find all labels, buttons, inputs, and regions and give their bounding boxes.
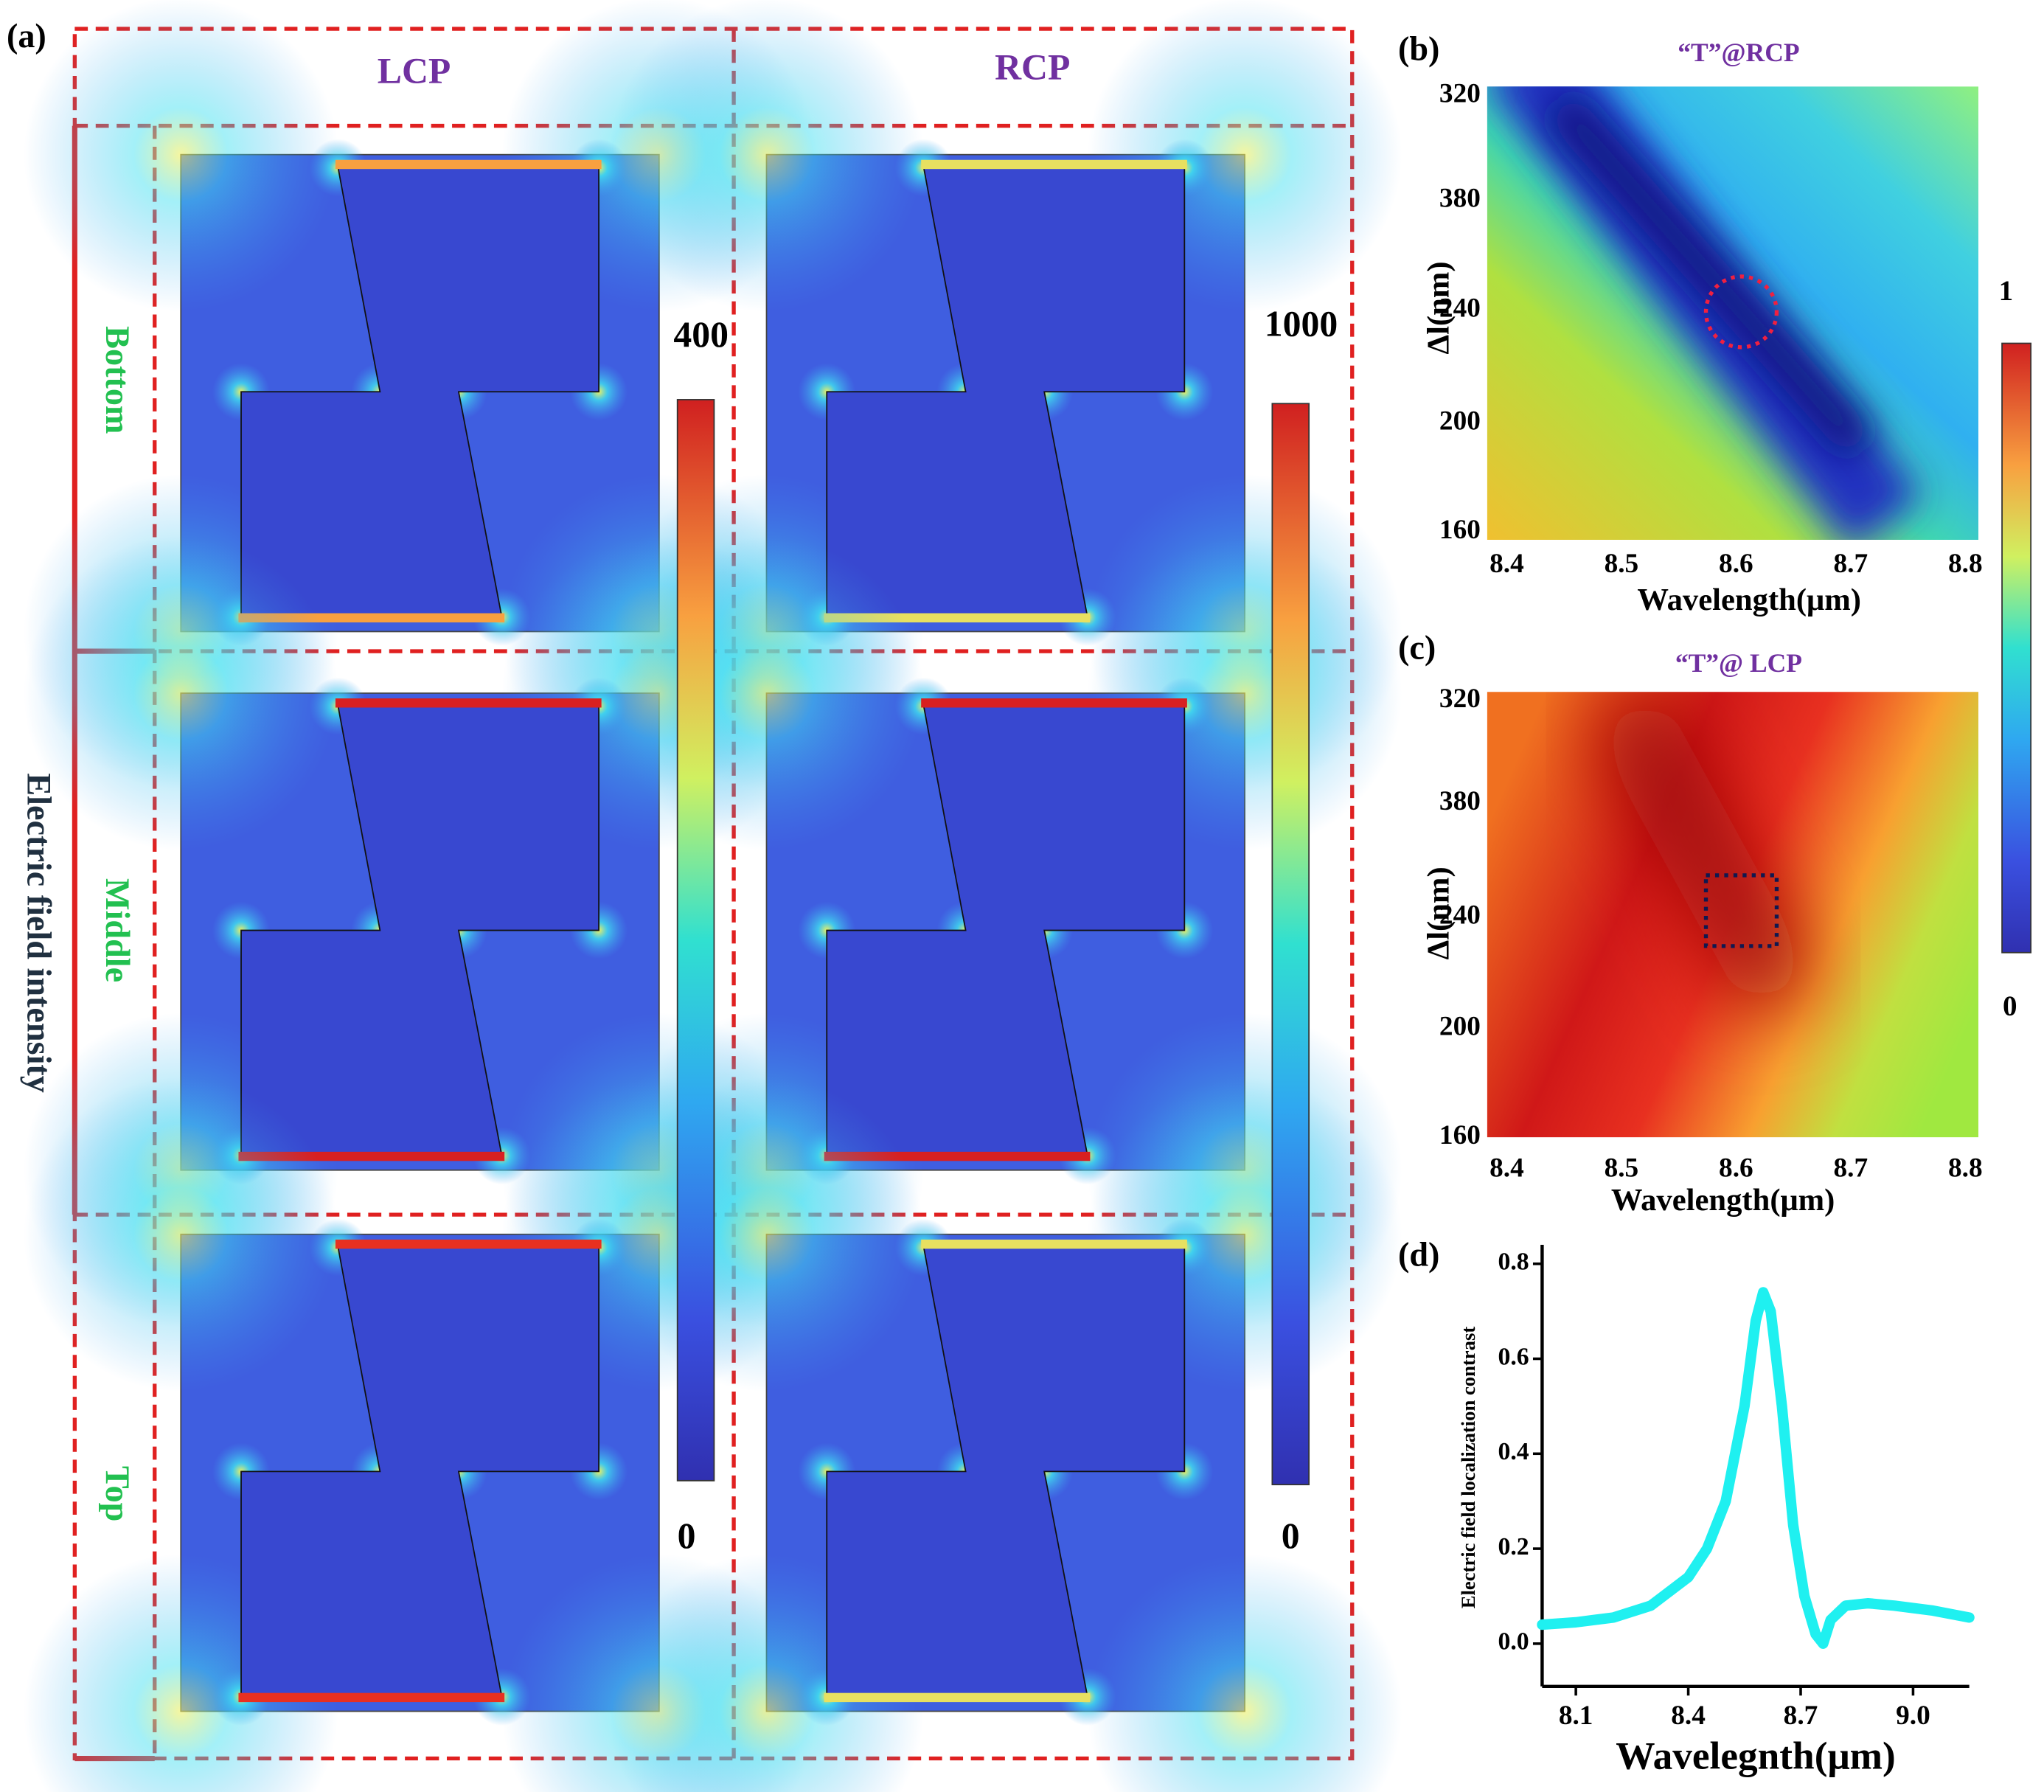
x-tick-label: 8.4 (1671, 1701, 1706, 1731)
hot-edge (238, 1692, 505, 1703)
map-halo (609, 1077, 924, 1392)
colorbar (1271, 403, 1310, 1486)
panel-label: (c) (1398, 629, 1436, 667)
hot-edge (335, 1239, 602, 1249)
x-tick-label: 8.1 (1559, 1701, 1593, 1731)
x-tick-label: 8.4 (1489, 1153, 1524, 1183)
hot-edge (335, 698, 602, 708)
y-tick-label: 0.6 (1498, 1343, 1529, 1370)
x-tick-label: 8.7 (1784, 1701, 1818, 1731)
colorbar-min: 0 (1282, 1515, 1300, 1556)
colorbar (2001, 342, 2032, 954)
hot-edge (335, 159, 602, 170)
marker-circle (1703, 274, 1779, 350)
x-tick-label: 8.4 (1489, 549, 1524, 579)
map-halo (609, 0, 924, 312)
y-tick-label: 320 (1439, 78, 1481, 108)
map-halo (24, 0, 338, 312)
x-axis-label: Wavelength(μm) (1611, 1183, 1835, 1218)
y-tick-label: 0.2 (1498, 1533, 1529, 1560)
x-tick-label: 8.7 (1834, 549, 1869, 579)
field-maps (24, 0, 1402, 1792)
colorbar-min: 0 (678, 1515, 696, 1556)
axes-d (1540, 1244, 1970, 1689)
x-tick-label: 9.0 (1896, 1701, 1930, 1731)
y-tick-label: 320 (1439, 684, 1481, 714)
x-tick-label: 8.8 (1948, 1153, 1983, 1183)
x-tick-label: 8.7 (1834, 1153, 1869, 1183)
x-tick-label: 8.8 (1948, 549, 1983, 579)
map-halo (24, 535, 338, 851)
y-axis-label: Δl(nm) (1421, 867, 1456, 959)
x-tick-label: 8.5 (1605, 1153, 1639, 1183)
panel-label: (b) (1398, 30, 1439, 68)
colorbar-max: 400 (673, 314, 729, 355)
row-label: Bottom (99, 326, 136, 434)
row-label: Top (99, 1466, 136, 1521)
y-tick-label: 200 (1439, 406, 1481, 436)
map-halo (609, 535, 924, 851)
colorbar-min: 0 (2003, 990, 2017, 1022)
hot-edge (824, 1692, 1091, 1703)
heatmap-b (1487, 86, 1979, 541)
column-label: LCP (378, 51, 451, 91)
side-label: Electric field intensity (20, 773, 58, 1093)
y-tick-label: 200 (1439, 1011, 1481, 1041)
map-halo (1087, 1554, 1402, 1792)
heatmap-title: “T”@ LCP (1675, 648, 1802, 678)
column-label: RCP (995, 46, 1070, 87)
colorbar (676, 399, 715, 1482)
y-tick-label: 0.4 (1498, 1438, 1529, 1465)
field-map (609, 1077, 1402, 1792)
panel-label: (d) (1398, 1235, 1439, 1273)
y-axis-label: Δl(nm) (1421, 261, 1456, 354)
panel-label: (a) (7, 17, 46, 55)
y-tick-label: 0.8 (1498, 1248, 1529, 1275)
hot-edge (921, 1239, 1187, 1249)
x-axis-label: Wavelegnth(μm) (1616, 1734, 1896, 1778)
x-tick-label: 8.6 (1719, 549, 1753, 579)
map-halo (24, 1077, 338, 1392)
y-tick-label: 160 (1439, 515, 1481, 545)
hot-edge (921, 698, 1187, 708)
line (1537, 1287, 1975, 1649)
y-tick-label: 380 (1439, 183, 1481, 213)
y-tick-label: 380 (1439, 786, 1481, 816)
x-axis-label: Wavelength(μm) (1637, 583, 1861, 617)
y-tick-label: 0.0 (1498, 1628, 1529, 1656)
colorbar-max: 1 (1999, 275, 2014, 307)
x-tick-label: 8.6 (1719, 1153, 1753, 1183)
heatmap-title: “T”@RCP (1678, 38, 1799, 67)
y-tick-label: 240 (1439, 900, 1481, 930)
hot-edge (921, 159, 1187, 170)
heatmap-c (1487, 692, 1979, 1138)
x-tick-label: 8.5 (1605, 549, 1639, 579)
y-axis-label: Electric field localization contrast (1457, 1327, 1479, 1609)
row-label: Middle (99, 878, 136, 982)
y-tick-label: 160 (1439, 1120, 1481, 1150)
y-tick-label: 240 (1439, 294, 1481, 324)
colorbar-max: 1000 (1265, 304, 1338, 344)
